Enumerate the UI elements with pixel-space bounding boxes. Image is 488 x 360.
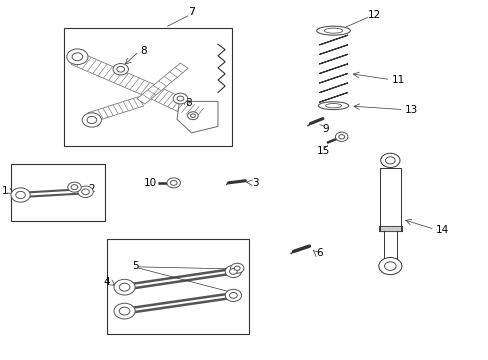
Text: 6: 6 [316, 248, 323, 258]
Circle shape [117, 66, 124, 72]
Polygon shape [87, 97, 143, 122]
Circle shape [335, 132, 347, 141]
Polygon shape [177, 102, 218, 133]
Circle shape [119, 307, 130, 315]
Circle shape [187, 112, 198, 120]
Text: 11: 11 [390, 75, 404, 85]
Ellipse shape [318, 102, 348, 110]
Text: 15: 15 [316, 147, 329, 157]
Bar [11, 164, 104, 221]
Circle shape [177, 96, 183, 101]
Circle shape [225, 265, 241, 278]
Text: 10: 10 [143, 177, 157, 188]
Polygon shape [137, 63, 188, 104]
Circle shape [113, 64, 128, 75]
Circle shape [67, 49, 88, 64]
Circle shape [230, 263, 244, 273]
Bar [107, 239, 249, 334]
Text: 1: 1 [2, 186, 8, 196]
Circle shape [385, 157, 394, 164]
Circle shape [338, 135, 344, 139]
Circle shape [82, 113, 101, 127]
Circle shape [78, 186, 93, 198]
Text: 7: 7 [187, 7, 195, 17]
Circle shape [68, 182, 81, 192]
Text: 9: 9 [322, 124, 328, 134]
Circle shape [114, 279, 135, 295]
Text: 5: 5 [132, 261, 139, 271]
Text: 13: 13 [404, 105, 417, 115]
Circle shape [384, 262, 395, 270]
Circle shape [81, 189, 89, 195]
Circle shape [170, 180, 177, 185]
Circle shape [229, 269, 237, 274]
Text: 8: 8 [140, 46, 146, 56]
Polygon shape [145, 85, 208, 121]
Text: 8: 8 [185, 98, 191, 108]
Circle shape [229, 293, 237, 298]
Ellipse shape [316, 26, 350, 35]
Text: 3: 3 [251, 178, 258, 188]
Circle shape [87, 116, 97, 123]
Text: 14: 14 [435, 225, 448, 235]
Circle shape [225, 289, 241, 301]
Bar [64, 28, 232, 146]
Text: 12: 12 [367, 10, 380, 20]
Circle shape [380, 153, 399, 167]
Circle shape [190, 114, 195, 117]
Circle shape [11, 188, 30, 202]
Text: 2: 2 [88, 184, 94, 194]
Circle shape [72, 53, 82, 61]
Circle shape [173, 93, 187, 104]
Circle shape [119, 283, 130, 291]
Text: 4: 4 [103, 277, 109, 287]
Circle shape [71, 185, 78, 190]
Circle shape [166, 178, 180, 188]
Ellipse shape [324, 28, 342, 33]
Circle shape [378, 257, 401, 275]
Circle shape [16, 192, 25, 199]
Circle shape [114, 303, 135, 319]
Ellipse shape [325, 104, 341, 108]
Circle shape [234, 266, 240, 270]
Polygon shape [71, 53, 155, 96]
